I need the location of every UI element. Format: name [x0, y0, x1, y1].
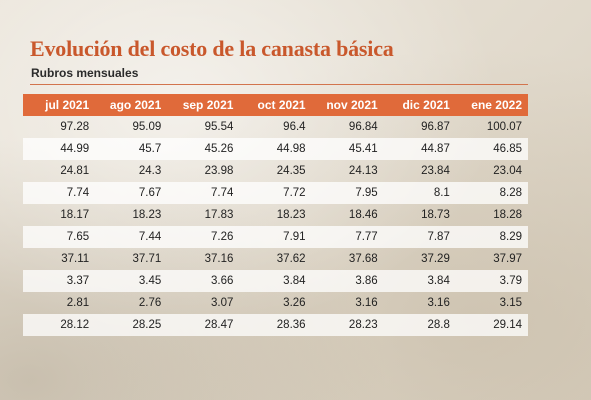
table-cell: 100.07 [486, 121, 522, 133]
table-cell: 24.35 [276, 165, 306, 177]
table-cell: 18.17 [60, 209, 90, 221]
table-cell: 96.84 [348, 121, 378, 133]
table-cell: 3.86 [311, 270, 384, 292]
table-cell: 3.37 [23, 270, 96, 292]
table-cell: 3.79 [455, 270, 528, 292]
table-row: 37.11 37.71 37.16 37.62 37.68 37.29 37.97 [23, 248, 528, 270]
table-row: 28.12 28.25 28.47 28.36 28.23 28.8 29.14 [23, 314, 528, 336]
table-cell: 95.54 [204, 121, 234, 133]
chart-subtitle: Rubros mensuales [31, 66, 139, 80]
table-row: 18.17 18.23 17.83 18.23 18.46 18.73 18.28 [23, 204, 528, 226]
table-cell: 17.83 [204, 209, 234, 221]
column-header: oct 2021 [239, 94, 312, 116]
table-cell: 28.23 [311, 314, 384, 336]
table-cell: 23.98 [204, 165, 234, 177]
table-row: 44.99 45.7 45.26 44.98 45.41 44.87 46.85 [23, 138, 528, 160]
column-header: ago 2021 [95, 94, 168, 116]
table-cell: 7.65 [23, 226, 96, 248]
table-cell: 37.71 [132, 253, 162, 265]
column-header: sep 2021 [167, 94, 240, 116]
table-row: 24.81 24.3 23.98 24.35 24.13 23.84 23.04 [23, 160, 528, 182]
table-cell: 23.04 [493, 165, 522, 177]
table-row: 2.81 2.76 3.07 3.26 3.16 3.16 3.15 [23, 292, 528, 314]
header-row: jul 2021 ago 2021 sep 2021 oct 2021 nov … [23, 94, 528, 116]
table-cell: 28.8 [383, 314, 456, 336]
table-cell: 7.95 [311, 182, 384, 204]
table-cell: 8.29 [455, 226, 528, 248]
table-cell: 45.26 [167, 138, 240, 160]
table-cell: 96.87 [421, 121, 450, 133]
table-cell: 28.36 [239, 314, 312, 336]
table-cell: 3.66 [167, 270, 240, 292]
table-header: jul 2021 ago 2021 sep 2021 oct 2021 nov … [23, 94, 528, 116]
table-row: 7.74 7.67 7.74 7.72 7.95 8.1 8.28 [23, 182, 528, 204]
table-cell: 18.23 [132, 209, 162, 221]
column-header: ene 2022 [455, 94, 528, 116]
table-cell: 7.67 [95, 182, 168, 204]
table-cell: 46.85 [455, 138, 528, 160]
table-cell: 7.87 [383, 226, 456, 248]
column-header: jul 2021 [23, 94, 96, 116]
table-cell: 44.87 [383, 138, 456, 160]
table-cell: 3.45 [95, 270, 168, 292]
table-cell: 3.16 [355, 297, 378, 309]
table-cell: 7.74 [167, 182, 240, 204]
table-row: 97.28 95.09 95.54 96.4 96.84 96.87 100.07 [23, 116, 528, 138]
table-cell: 37.16 [204, 253, 234, 265]
data-table: jul 2021 ago 2021 sep 2021 oct 2021 nov … [23, 94, 528, 336]
table-row: 3.37 3.45 3.66 3.84 3.86 3.84 3.79 [23, 270, 528, 292]
table-cell: 3.84 [239, 270, 312, 292]
table-cell: 96.4 [283, 121, 306, 133]
table-cell: 37.97 [493, 253, 522, 265]
table-cell: 7.26 [167, 226, 240, 248]
column-header: nov 2021 [311, 94, 384, 116]
table-cell: 45.7 [95, 138, 168, 160]
table-cell: 7.77 [311, 226, 384, 248]
table-cell: 3.26 [283, 297, 306, 309]
table-row: 7.65 7.44 7.26 7.91 7.77 7.87 8.29 [23, 226, 528, 248]
table-cell: 28.47 [167, 314, 240, 336]
table-cell: 45.41 [311, 138, 384, 160]
table-cell: 29.14 [455, 314, 528, 336]
table-cell: 24.13 [348, 165, 378, 177]
table-cell: 3.15 [499, 297, 522, 309]
table-cell: 2.81 [66, 297, 90, 309]
table-cell: 18.23 [276, 209, 306, 221]
table-cell: 24.81 [60, 165, 90, 177]
table-cell: 7.74 [23, 182, 96, 204]
table-cell: 24.3 [138, 165, 162, 177]
table-cell: 2.76 [138, 297, 162, 309]
table-cell: 37.11 [61, 253, 90, 265]
table-cell: 28.25 [95, 314, 168, 336]
table-cell: 37.29 [421, 253, 450, 265]
column-header: dic 2021 [383, 94, 456, 116]
table-cell: 44.98 [239, 138, 312, 160]
chart-title: Evolución del costo de la canasta básica [30, 36, 394, 61]
table-cell: 7.44 [95, 226, 168, 248]
title-divider [30, 84, 528, 85]
table-cell: 23.84 [421, 165, 450, 177]
table-cell: 28.12 [23, 314, 96, 336]
table-cell: 37.62 [276, 253, 306, 265]
table-body: 97.28 95.09 95.54 96.4 96.84 96.87 100.07 44.99… [23, 116, 528, 336]
table-cell: 97.28 [60, 121, 90, 133]
table-cell: 18.73 [421, 209, 450, 221]
table-cell: 18.28 [493, 209, 522, 221]
table-cell: 44.99 [23, 138, 96, 160]
table-cell: 3.16 [427, 297, 450, 309]
table-cell: 3.07 [211, 297, 234, 309]
table-cell: 3.84 [383, 270, 456, 292]
table-cell: 7.91 [239, 226, 312, 248]
table-cell: 7.72 [239, 182, 312, 204]
table-cell: 37.68 [348, 253, 378, 265]
table-cell: 8.1 [383, 182, 456, 204]
table-cell: 8.28 [455, 182, 528, 204]
table-cell: 18.46 [348, 209, 378, 221]
table-cell: 95.09 [132, 121, 162, 133]
